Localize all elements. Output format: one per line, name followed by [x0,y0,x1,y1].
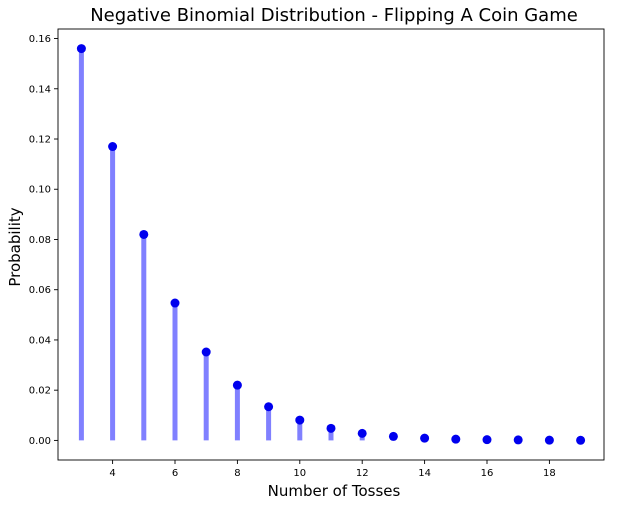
y-tick-label: 0.00 [29,436,51,447]
x-tick-label: 14 [418,468,431,479]
y-tick-label: 0.10 [29,185,51,196]
y-tick-label: 0.04 [29,335,51,346]
data-point [388,431,398,441]
data-point [170,298,180,308]
y-tick-label: 0.06 [29,285,51,296]
x-tick-label: 4 [109,468,115,479]
x-tick-label: 12 [356,468,369,479]
x-tick-label: 8 [234,468,240,479]
y-tick-label: 0.08 [29,235,51,246]
y-tick-label: 0.02 [29,386,51,397]
data-point [513,435,523,445]
x-tick-label: 6 [172,468,178,479]
data-point [482,435,492,445]
y-tick-label: 0.14 [29,84,51,95]
x-axis-label: Number of Tosses [268,482,401,500]
x-tick-label: 10 [293,468,306,479]
data-point [76,44,86,54]
data-point [295,415,305,425]
data-point [326,423,336,433]
data-point [576,435,586,445]
data-point [139,229,149,239]
data-point [451,434,461,444]
axes-frame [57,28,605,461]
data-point [201,347,211,357]
y-tick-label: 0.12 [29,135,51,146]
plot-area: 0.00 0.02 0.04 0.06 0.08 0.10 0.12 0.14 0.16 4 6 8 1… [29,28,605,479]
y-axis-label: Probability [6,207,24,286]
data-point [264,402,274,412]
data-point [232,380,242,390]
x-tick-label: 18 [543,468,556,479]
x-tick-label: 16 [481,468,494,479]
data-point [544,435,554,445]
chart-title: Negative Binomial Distribution - Flippin… [90,5,578,26]
y-tick-label: 0.16 [29,34,51,45]
data-point [108,142,118,152]
data-point [357,428,367,438]
data-point [420,433,430,443]
